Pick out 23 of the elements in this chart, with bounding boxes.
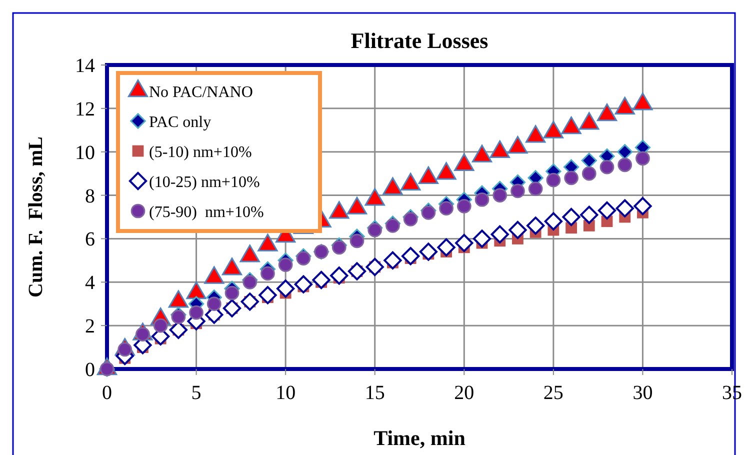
y-tick-label: 10 bbox=[75, 142, 95, 164]
legend-label: No PAC/NANO bbox=[149, 84, 253, 101]
y-tick-label: 4 bbox=[85, 272, 95, 294]
y-tick-label: 0 bbox=[85, 359, 95, 381]
x-axis-title: Time, min bbox=[374, 426, 466, 450]
y-tick-label: 6 bbox=[85, 228, 95, 251]
legend-label: (75-90) nm+10% bbox=[149, 204, 264, 221]
y-tick-label: 2 bbox=[85, 316, 95, 338]
chart-title: Flitrate Losses bbox=[350, 28, 489, 53]
x-tick-label: 10 bbox=[276, 382, 296, 404]
x-tick-label: 20 bbox=[454, 382, 474, 404]
legend-label: (5-10) nm+10% bbox=[149, 144, 252, 161]
y-tick-label: 12 bbox=[75, 98, 95, 120]
x-tick-label: 30 bbox=[632, 382, 653, 404]
legend-label: PAC only bbox=[149, 114, 212, 131]
x-tick-label: 0 bbox=[102, 382, 112, 404]
legend-label: (10-25) nm+10% bbox=[149, 174, 260, 191]
x-tick-label: 25 bbox=[543, 382, 564, 404]
y-axis-title: Cum. F. Floss, mL bbox=[25, 136, 47, 298]
x-tick-label: 15 bbox=[364, 382, 385, 404]
y-tick-label: 8 bbox=[85, 185, 95, 208]
y-tick-label: 14 bbox=[75, 55, 95, 77]
x-tick-label: 5 bbox=[191, 382, 202, 404]
